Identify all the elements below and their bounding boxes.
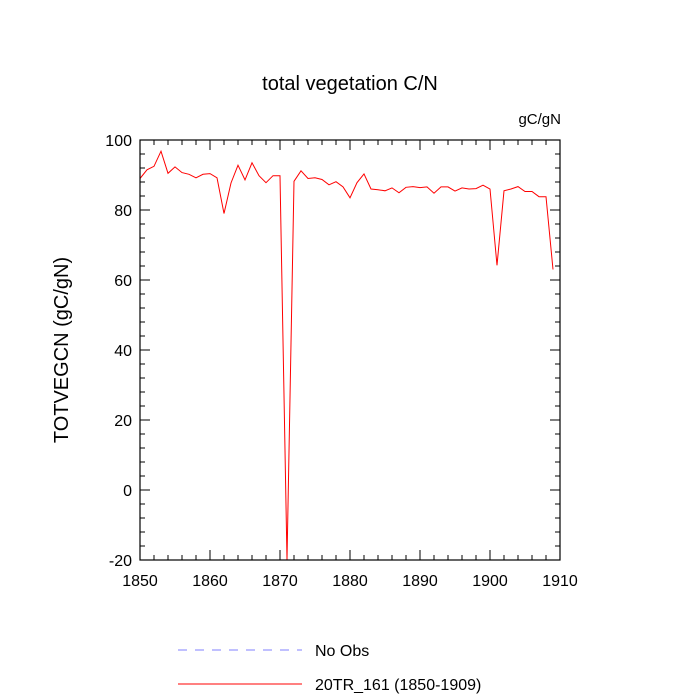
series-line-1 (139, 149, 554, 561)
y-tick-label: 40 (114, 343, 132, 360)
plot-frame (139, 139, 561, 561)
x-tick-label: 1910 (542, 573, 578, 590)
legend-label-0: No Obs (315, 643, 369, 660)
x-tick-label: 1890 (402, 573, 438, 590)
y-tick-label: 100 (105, 133, 132, 150)
units-label: gC/gN (518, 111, 561, 128)
y-tick-label: 80 (114, 203, 132, 220)
x-tick-label: 1880 (332, 573, 368, 590)
legend-label-1: 20TR_161 (1850-1909) (315, 677, 481, 694)
x-tick-label: 1870 (262, 573, 298, 590)
x-tick-label: 1860 (192, 573, 228, 590)
y-tick-label: -20 (109, 553, 132, 570)
y-tick-label: 0 (123, 483, 132, 500)
legend: No Obs 20TR_161 (1850-1909) (178, 643, 481, 694)
y-tick-label: 20 (114, 413, 132, 430)
y-tick-label: 60 (114, 273, 132, 290)
plot-layer (139, 149, 554, 561)
tick-layer: 1850 1860 1870 1880 1890 1900 1910 -20 0 20 40 60 80… (105, 133, 578, 590)
y-axis-label: TOTVEGCN (gC/gN) (51, 257, 73, 443)
x-tick-label: 1850 (122, 573, 158, 590)
chart-title: total vegetation C/N (262, 73, 438, 95)
x-tick-label: 1900 (472, 573, 508, 590)
